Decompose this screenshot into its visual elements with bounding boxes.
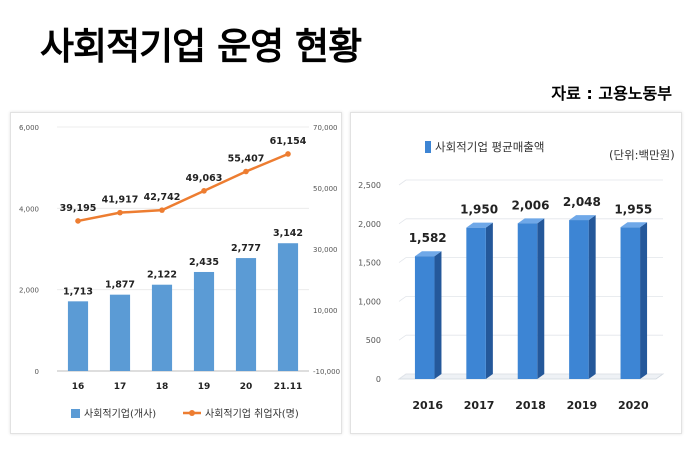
x-category-label: 2020 [618,399,649,412]
y-left-tick-label: 6,000 [19,124,39,132]
y-tick-label: 0 [376,375,381,384]
y-tick-label: 1,500 [358,259,381,268]
x-category-label: 2019 [567,399,598,412]
x-category-label: 17 [114,382,127,392]
gridline-depth [398,257,407,263]
source-label: 자료 : 고용노동부 [551,84,672,103]
bar-revenue-side [485,222,493,379]
legend-label-companies: 사회적기업(개사) [84,407,156,420]
x-category-label: 2016 [412,399,443,412]
line-point-employees [117,209,123,216]
right-legend: 사회적기업 평균매출액 [425,140,544,154]
bar-revenue-top [414,251,442,257]
bar-value-label: 1,950 [460,203,498,217]
y-right-tick-label: 70,000 [313,124,338,132]
bar-revenue-side [537,218,545,379]
x-category-label: 20 [240,382,253,392]
gridline-depth [398,218,407,225]
legend-label-employees: 사회적기업 취업자(명) [205,407,299,420]
bar-revenue-side [588,215,596,379]
line-value-label: 39,195 [60,203,97,214]
legend-swatch-employees-marker [189,410,195,416]
bar-revenue-top [517,218,545,224]
bar-revenue-side [434,251,442,379]
y-right-tick-label: 50,000 [313,185,338,193]
bar-revenue [466,227,486,379]
y-tick-label: 2,500 [358,181,381,190]
y-tick-label: 500 [366,336,381,345]
unit-note: (단위:백만원) [609,148,675,162]
gridline-depth [398,296,407,302]
legend-swatch-revenue [425,141,431,153]
bar-revenue-top [569,215,596,221]
employment-chart-svg: 1,713 1,877 2,122 2,435 2,777 3,142 39,195 41,9… [19,124,340,420]
revenue-chart-svg: 사회적기업 평균매출액 (단위:백만원) 0 500 1,000 1,500 2,000… [358,140,675,412]
bar-companies [109,294,131,371]
x-category-label: 2018 [515,399,546,412]
avg-revenue-chart: 사회적기업 평균매출액 (단위:백만원) 0 500 1,000 1,500 2,000… [350,112,682,434]
y-tick-label: 1,000 [358,297,381,306]
bar-revenue-top [466,222,493,228]
line-point-employees [201,188,207,194]
y-right-tick-label: 10,000 [313,307,338,315]
x-category-label: 19 [198,382,211,392]
line-value-label: 42,742 [144,192,181,203]
y-right-tick-label: -10,000 [313,368,340,376]
line-point-employees [243,168,249,175]
bar-value-label: 3,142 [273,228,303,239]
bar-revenue-top [620,222,648,228]
bar-revenue [414,256,435,379]
bar-companies [193,271,215,371]
bar-value-label: 2,122 [147,270,177,281]
x-category-label: 21.11 [274,382,302,392]
y-right-tick-label: 30,000 [313,246,338,254]
y-left-tick-label: 4,000 [19,205,39,213]
y-tick-label: 2,000 [358,220,381,229]
gridline-depth [398,179,407,186]
bar-revenue [569,220,589,379]
bar-companies [277,243,299,371]
bar-value-label: 2,048 [563,195,601,209]
bar-value-label: 1,582 [409,231,447,245]
gridline-depth [398,373,407,380]
bar-value-label: 1,713 [63,286,93,297]
bar-value-label: 1,955 [614,202,652,216]
bar-companies [67,301,89,371]
page-title: 사회적기업 운영 현황 [40,25,362,68]
y-left-tick-label: 2,000 [19,287,39,295]
line-value-label: 41,917 [102,195,139,206]
line-point-employees [75,218,81,224]
line-value-label: 61,154 [270,136,307,147]
line-employees [77,152,289,223]
bar-revenue [517,223,538,379]
y-left-tick-label: 0 [35,368,39,376]
bar-revenue-side [640,222,648,379]
line-point-employees [285,151,291,157]
x-category-label: 18 [156,382,169,392]
bar-value-label: 2,777 [231,243,261,254]
line-point-employees [159,207,165,213]
gridline-depth [398,334,407,341]
line-value-label: 55,407 [228,154,265,165]
x-category-label: 2017 [464,399,495,412]
bar-value-label: 2,006 [512,198,550,212]
bar-value-label: 1,877 [105,280,135,291]
x-category-label: 16 [72,382,85,392]
legend-swatch-companies [71,409,80,418]
bar-revenue [620,227,641,379]
bar-companies [151,284,173,371]
left-legend: 사회적기업(개사) 사회적기업 취업자(명) [71,407,299,420]
legend-label-revenue: 사회적기업 평균매출액 [435,140,544,154]
bar-value-label: 2,435 [189,257,219,268]
employment-combo-chart: 1,713 1,877 2,122 2,435 2,777 3,142 39,195 41,9… [10,112,342,434]
line-value-label: 49,063 [186,173,223,184]
bar-companies [235,258,257,371]
